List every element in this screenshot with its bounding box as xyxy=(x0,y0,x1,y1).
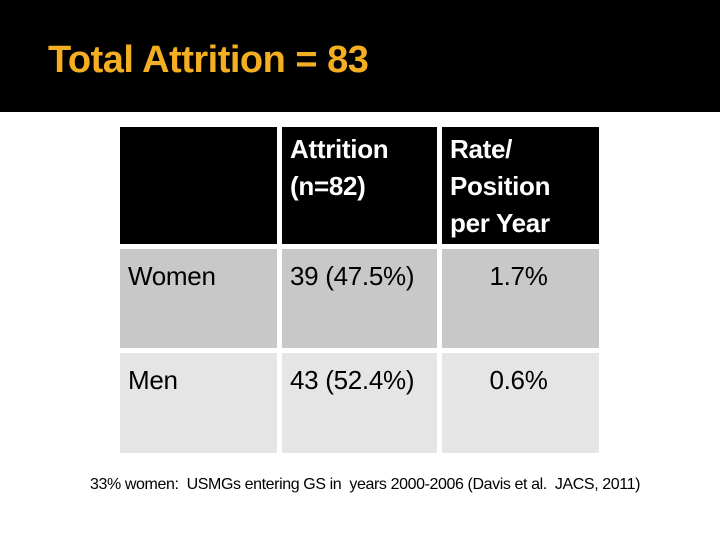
attrition-value-men: 43 (52.4%) xyxy=(282,353,437,453)
rate-value-women: 1.7% xyxy=(442,249,599,348)
header-cell-empty xyxy=(120,127,277,244)
row-label-men: Men xyxy=(120,353,277,453)
rate-value-men: 0.6% xyxy=(442,353,599,453)
header-cell-rate-per-year: Rate/ Position per Year xyxy=(442,127,599,244)
attrition-value-women: 39 (47.5%) xyxy=(282,249,437,348)
title-band: Total Attrition = 83 xyxy=(0,0,720,112)
citation-footnote: 33% women: USMGs entering GS in years 20… xyxy=(90,476,641,493)
row-label-women: Women xyxy=(120,249,277,348)
slide-title: Total Attrition = 83 xyxy=(48,38,369,81)
header-cell-attrition: Attrition (n=82) xyxy=(282,127,437,244)
attrition-table: Attrition (n=82) Rate/ Position per Year… xyxy=(120,127,599,453)
